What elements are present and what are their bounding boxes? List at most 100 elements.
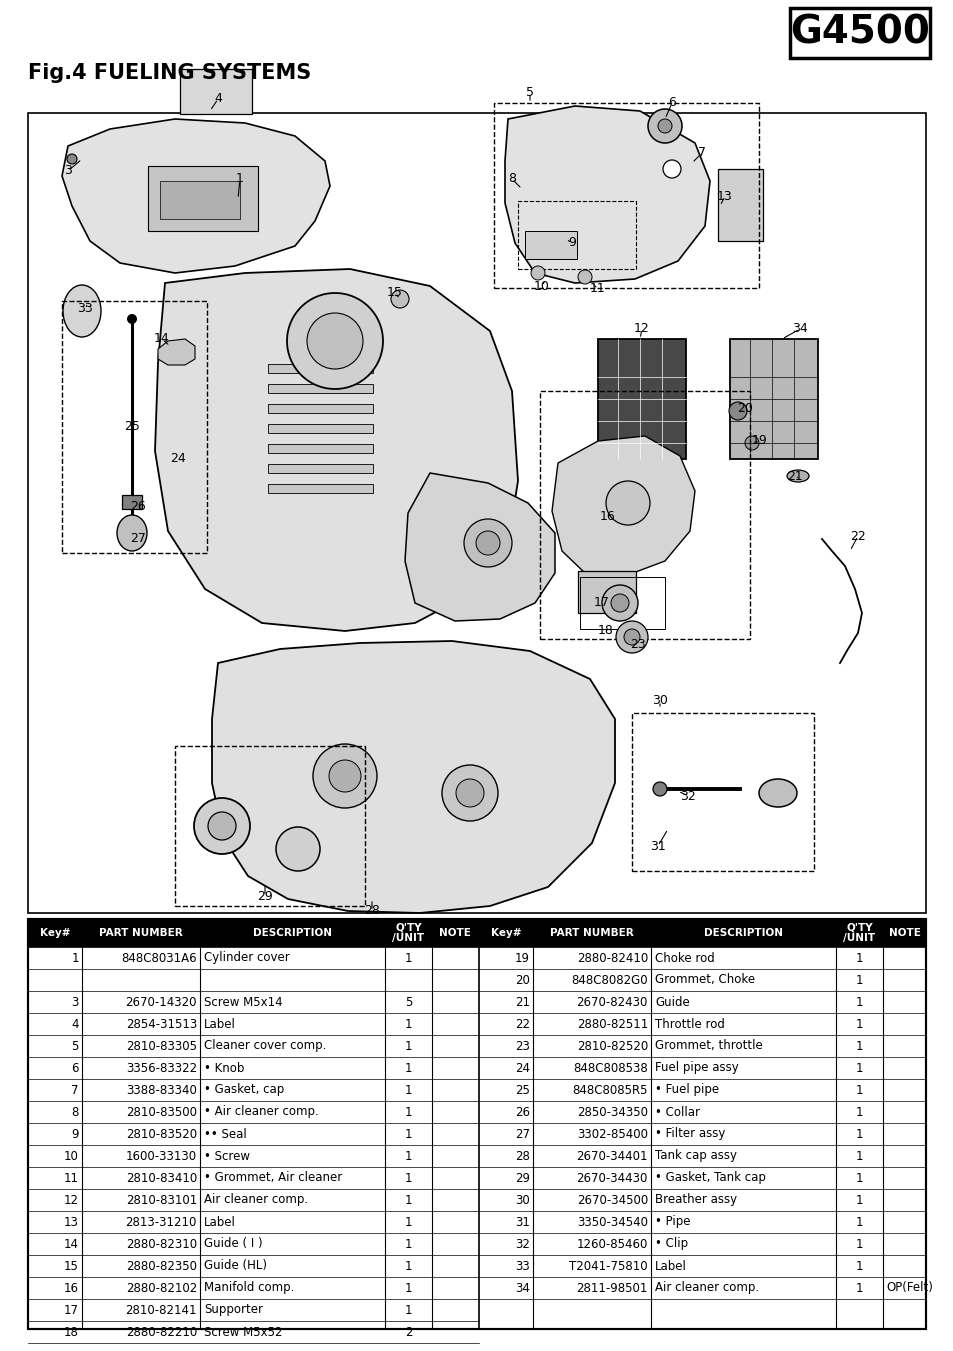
Text: 1: 1 — [855, 1216, 862, 1228]
Text: 25: 25 — [124, 420, 140, 432]
Text: Breather assy: Breather assy — [655, 1193, 737, 1206]
Text: Tank cap assy: Tank cap assy — [655, 1150, 737, 1162]
Text: 9: 9 — [567, 236, 576, 250]
Text: 34: 34 — [515, 1282, 530, 1294]
Text: Choke rod: Choke rod — [655, 951, 714, 965]
Text: 1: 1 — [855, 1193, 862, 1206]
Text: Guide (HL): Guide (HL) — [204, 1259, 267, 1273]
Text: 31: 31 — [649, 839, 665, 852]
Text: 18: 18 — [598, 624, 614, 638]
Circle shape — [531, 266, 544, 280]
Text: DESCRIPTION: DESCRIPTION — [253, 928, 332, 938]
Circle shape — [610, 594, 628, 612]
Bar — [160, 181, 240, 219]
Text: 1: 1 — [404, 1238, 412, 1251]
Circle shape — [605, 481, 649, 526]
Polygon shape — [504, 105, 709, 282]
Circle shape — [578, 270, 592, 284]
Text: 10: 10 — [64, 1150, 79, 1162]
Text: 1: 1 — [404, 1216, 412, 1228]
Text: 1: 1 — [855, 1039, 862, 1052]
Text: 2810-82141: 2810-82141 — [126, 1304, 196, 1316]
Text: Guide ( I ): Guide ( I ) — [204, 1238, 262, 1251]
Circle shape — [456, 780, 483, 807]
Text: T2041-75810: T2041-75810 — [569, 1259, 647, 1273]
Text: 34: 34 — [791, 323, 807, 335]
Circle shape — [652, 782, 666, 796]
Text: 4: 4 — [71, 1017, 79, 1031]
Text: 13: 13 — [717, 189, 732, 203]
Text: 2810-83101: 2810-83101 — [126, 1193, 196, 1206]
Text: 8: 8 — [71, 1105, 79, 1119]
Text: Screw M5x14: Screw M5x14 — [204, 996, 282, 1008]
Text: 27: 27 — [515, 1128, 530, 1140]
Bar — [28, 113, 925, 913]
Circle shape — [127, 313, 137, 324]
Text: Label: Label — [655, 1259, 686, 1273]
Text: • Clip: • Clip — [655, 1238, 687, 1251]
Text: • Gasket, cap: • Gasket, cap — [204, 1084, 284, 1097]
Text: 22: 22 — [849, 530, 865, 543]
Text: 10: 10 — [534, 280, 549, 293]
Text: 1: 1 — [855, 1259, 862, 1273]
Text: 1: 1 — [855, 1062, 862, 1074]
Text: 33: 33 — [77, 303, 92, 316]
Bar — [524, 231, 577, 259]
Text: 2850-34350: 2850-34350 — [577, 1105, 647, 1119]
Text: 1600-33130: 1600-33130 — [126, 1150, 196, 1162]
Text: 23: 23 — [630, 639, 645, 651]
Bar — [148, 166, 257, 231]
Text: 26: 26 — [130, 500, 146, 512]
Ellipse shape — [63, 285, 101, 336]
Text: 17: 17 — [64, 1304, 79, 1316]
Text: 2670-82430: 2670-82430 — [576, 996, 647, 1008]
Text: 29: 29 — [515, 1171, 530, 1185]
Text: 12: 12 — [634, 323, 649, 335]
Text: 16: 16 — [599, 509, 616, 523]
Text: 27: 27 — [130, 532, 146, 546]
Bar — [62, 301, 207, 553]
Circle shape — [441, 765, 497, 821]
Circle shape — [67, 154, 77, 163]
Text: NOTE: NOTE — [887, 928, 920, 938]
Text: 31: 31 — [515, 1216, 530, 1228]
Circle shape — [287, 293, 382, 389]
Text: Grommet, throttle: Grommet, throttle — [655, 1039, 762, 1052]
Text: Q'TY
/UNIT: Q'TY /UNIT — [392, 923, 424, 943]
Text: • Knob: • Knob — [204, 1062, 244, 1074]
Text: 13: 13 — [64, 1216, 79, 1228]
Text: 3350-34540: 3350-34540 — [577, 1216, 647, 1228]
Text: NOTE: NOTE — [438, 928, 471, 938]
Text: 18: 18 — [64, 1325, 79, 1339]
Text: Air cleaner comp.: Air cleaner comp. — [655, 1282, 759, 1294]
Text: 2670-14320: 2670-14320 — [126, 996, 196, 1008]
Text: 2670-34500: 2670-34500 — [577, 1193, 647, 1206]
Text: Fuel pipe assy: Fuel pipe assy — [655, 1062, 738, 1074]
Circle shape — [658, 119, 671, 132]
Text: Supporter: Supporter — [204, 1304, 263, 1316]
Text: 24: 24 — [515, 1062, 530, 1074]
Text: 1: 1 — [404, 1017, 412, 1031]
Text: 14: 14 — [154, 332, 170, 346]
Text: 1: 1 — [404, 1062, 412, 1074]
Text: 1260-85460: 1260-85460 — [576, 1238, 647, 1251]
Text: 8: 8 — [507, 173, 516, 185]
Text: 20: 20 — [737, 403, 752, 416]
Text: Key#: Key# — [40, 928, 71, 938]
Bar — [478, 919, 925, 947]
Bar — [789, 8, 929, 58]
Text: 1: 1 — [855, 974, 862, 986]
Polygon shape — [405, 473, 555, 621]
Text: 6: 6 — [667, 96, 676, 109]
Text: Cleaner cover comp.: Cleaner cover comp. — [204, 1039, 326, 1052]
Circle shape — [728, 403, 746, 420]
Text: 2670-34430: 2670-34430 — [576, 1171, 647, 1185]
Text: 25: 25 — [515, 1084, 530, 1097]
Text: 2880-82410: 2880-82410 — [577, 951, 647, 965]
Text: 1: 1 — [404, 1193, 412, 1206]
Text: 7: 7 — [71, 1084, 79, 1097]
Text: 848C8031A6: 848C8031A6 — [121, 951, 196, 965]
Text: Manifold comp.: Manifold comp. — [204, 1282, 294, 1294]
Bar — [494, 103, 759, 288]
Bar — [268, 463, 373, 473]
